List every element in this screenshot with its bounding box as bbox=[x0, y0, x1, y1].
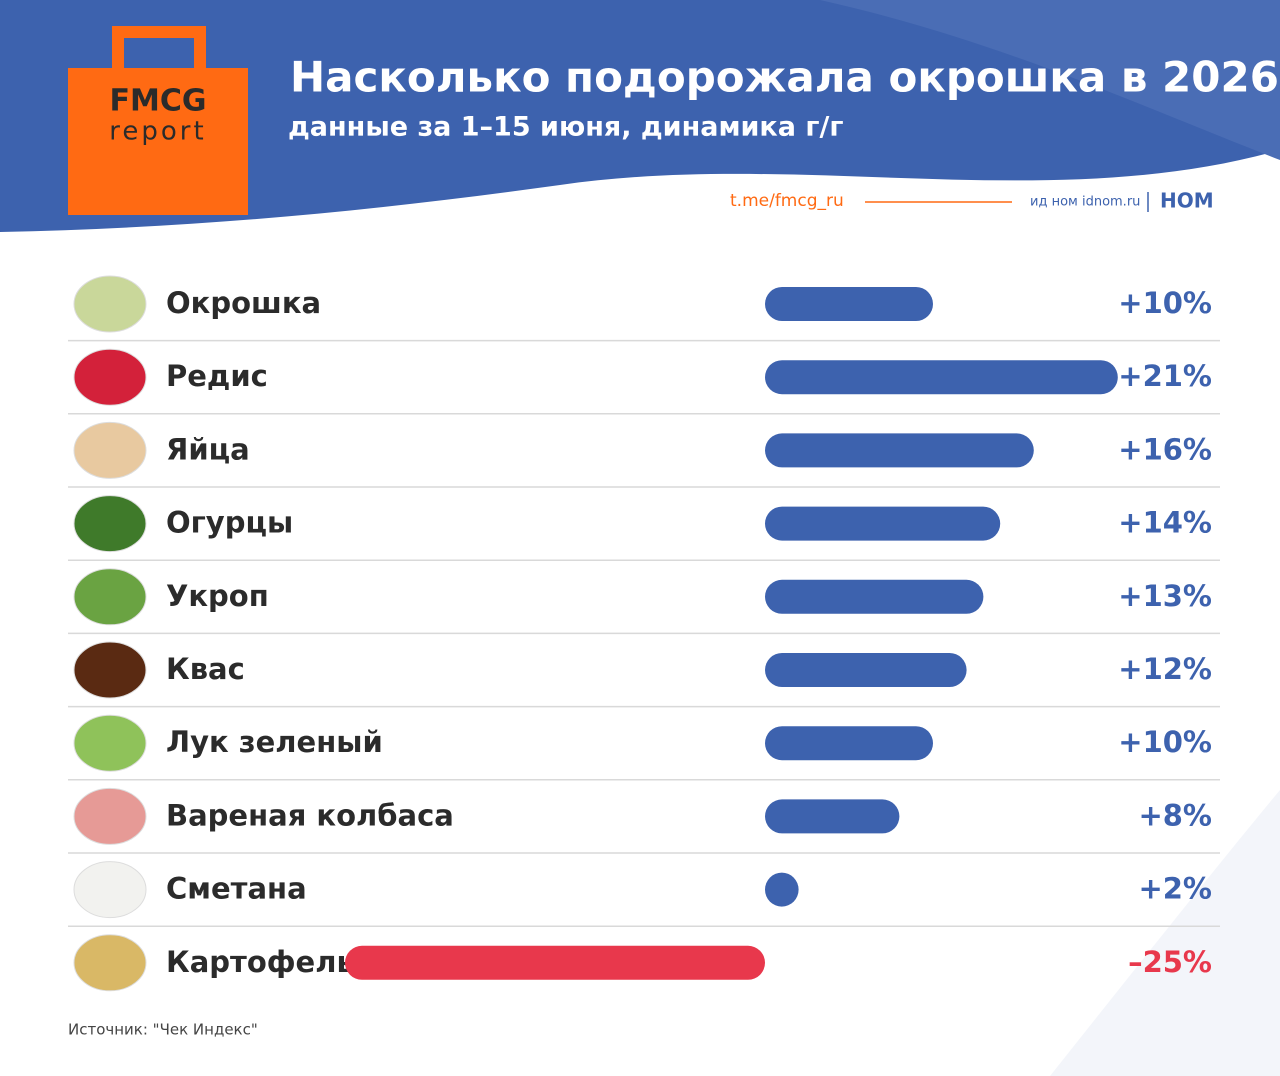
bar bbox=[765, 799, 900, 834]
brand-top: FMCG bbox=[110, 84, 207, 119]
bar bbox=[765, 360, 1118, 395]
chart-subtitle: данные за 1–15 июня, динамика г/г bbox=[288, 112, 843, 143]
chart-title: Насколько подорожала окрошка в 2026 bbox=[290, 53, 1279, 102]
food-icon bbox=[73, 787, 147, 845]
value-label: +16% bbox=[1118, 432, 1212, 466]
category-label: Огурцы bbox=[166, 506, 293, 540]
value-label: –25% bbox=[1128, 945, 1212, 979]
bar bbox=[765, 433, 1034, 468]
value-label: +8% bbox=[1138, 798, 1212, 832]
bar bbox=[765, 872, 799, 907]
food-icon bbox=[73, 568, 147, 626]
partner-text: ид ном idnom.ru bbox=[1030, 195, 1140, 210]
value-label: +21% bbox=[1118, 359, 1212, 393]
corner-decoration bbox=[1050, 790, 1280, 1076]
category-label: Окрошка bbox=[166, 286, 321, 320]
food-icon bbox=[73, 714, 147, 772]
category-label: Квас bbox=[166, 652, 245, 686]
value-label: +14% bbox=[1118, 506, 1212, 540]
value-label: +12% bbox=[1118, 652, 1212, 686]
food-icon bbox=[73, 934, 147, 992]
bar bbox=[345, 945, 765, 980]
source: Источник: "Чек Индекс" bbox=[68, 1021, 258, 1039]
food-icon bbox=[73, 495, 147, 553]
food-icon bbox=[73, 421, 147, 479]
brand-bottom: report bbox=[109, 117, 206, 147]
category-label: Редис bbox=[166, 359, 268, 393]
bar bbox=[765, 579, 984, 614]
bar bbox=[765, 726, 933, 761]
channel-link[interactable]: t.me/fmcg_ru bbox=[730, 191, 844, 211]
value-label: +10% bbox=[1118, 725, 1212, 759]
bar bbox=[765, 653, 967, 687]
bar bbox=[765, 506, 1001, 541]
value-label: +10% bbox=[1118, 286, 1212, 320]
value-label: +13% bbox=[1118, 579, 1212, 613]
header-background bbox=[0, 0, 1280, 232]
bag bbox=[68, 68, 248, 215]
food-icon bbox=[73, 275, 147, 333]
food-icon bbox=[73, 641, 147, 699]
bag-handle bbox=[112, 26, 206, 70]
category-label: Картофель bbox=[166, 945, 355, 979]
category-label: Вареная колбаса bbox=[166, 798, 454, 832]
category-label: Яйца bbox=[166, 432, 250, 466]
category-label: Сметана bbox=[166, 872, 307, 906]
category-label: Лук зеленый bbox=[166, 725, 383, 759]
bar bbox=[765, 287, 933, 321]
value-label: +2% bbox=[1138, 872, 1212, 906]
category-label: Укроп bbox=[166, 579, 269, 613]
food-icon bbox=[73, 348, 147, 406]
partner-logo: НОМ bbox=[1160, 189, 1214, 213]
brand-logo: FMCG report bbox=[68, 26, 248, 215]
header-decoration bbox=[820, 0, 1280, 160]
food-icon bbox=[73, 861, 147, 919]
